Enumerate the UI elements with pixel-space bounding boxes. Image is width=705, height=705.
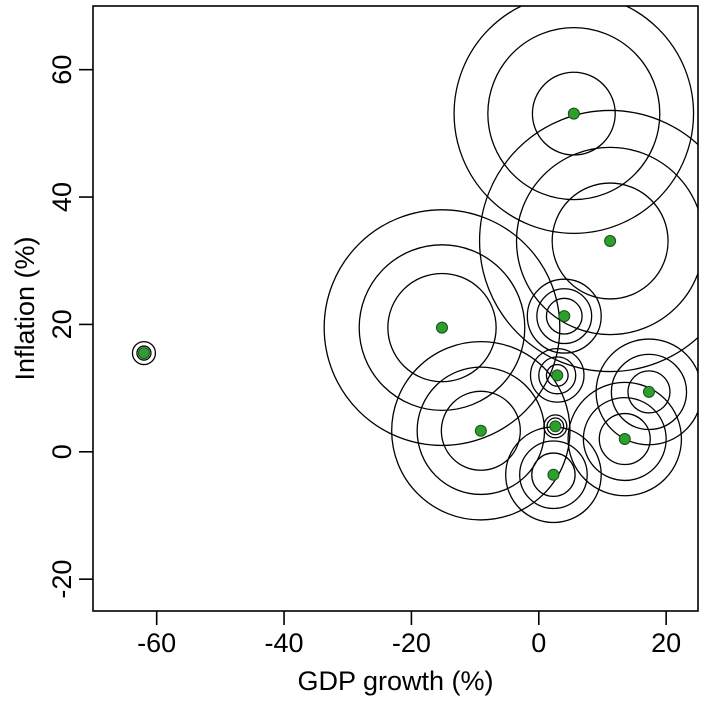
ring-10-0 bbox=[627, 370, 671, 414]
data-point-2 bbox=[474, 424, 487, 437]
points-layer bbox=[137, 107, 655, 481]
ring-7-1 bbox=[487, 27, 661, 201]
data-point-7 bbox=[567, 107, 580, 120]
ring-4-1 bbox=[546, 417, 565, 436]
ring-2-2 bbox=[391, 340, 571, 521]
ring-1-0 bbox=[387, 272, 497, 383]
ring-9-0 bbox=[598, 412, 651, 466]
ring-3-1 bbox=[519, 440, 588, 510]
y-tick-label-0: -20 bbox=[47, 560, 77, 599]
x-tick-label-3: 0 bbox=[531, 628, 546, 658]
ring-6-0 bbox=[545, 297, 583, 335]
x-tick-label-4: 20 bbox=[651, 628, 681, 658]
ring-9-1 bbox=[582, 397, 667, 482]
y-tick-label-2: 20 bbox=[47, 309, 77, 339]
ring-3-0 bbox=[531, 452, 576, 498]
data-point-4 bbox=[549, 420, 562, 433]
y-tick-label-3: 40 bbox=[47, 182, 77, 212]
ring-6-1 bbox=[536, 288, 593, 345]
y-tick-label-1: 0 bbox=[47, 444, 77, 459]
x-axis: -60 -40 -20 0 20 bbox=[137, 611, 681, 658]
rings-layer bbox=[131, 6, 698, 524]
data-point-5 bbox=[551, 369, 564, 382]
data-point-1 bbox=[435, 321, 448, 334]
y-axis-title: Inflation (%) bbox=[10, 236, 40, 380]
ring-8-2 bbox=[478, 109, 698, 373]
ring-1-1 bbox=[358, 244, 526, 412]
ring-0-1 bbox=[131, 340, 157, 366]
x-tick-label-0: -60 bbox=[137, 628, 176, 658]
ring-5-1 bbox=[538, 356, 577, 395]
ring-9-2 bbox=[567, 381, 683, 497]
ring-4-2 bbox=[543, 414, 568, 439]
ring-2-0 bbox=[440, 390, 521, 471]
ring-5-0 bbox=[545, 363, 569, 387]
data-point-9 bbox=[618, 433, 631, 446]
ring-8-0 bbox=[551, 182, 669, 300]
ring-8-1 bbox=[515, 146, 698, 336]
ring-0-0 bbox=[136, 345, 152, 361]
plot-frame bbox=[92, 5, 699, 612]
x-tick-label-2: -20 bbox=[392, 628, 431, 658]
y-axis: -20 0 20 40 60 bbox=[47, 55, 93, 599]
data-point-6 bbox=[558, 310, 571, 323]
data-point-3 bbox=[547, 468, 560, 481]
data-point-10 bbox=[642, 385, 655, 398]
x-axis-title: GDP growth (%) bbox=[297, 666, 493, 696]
ring-1-2 bbox=[323, 209, 561, 447]
ring-6-2 bbox=[526, 278, 602, 354]
x-tick-label-1: -40 bbox=[265, 628, 304, 658]
y-tick-label-4: 60 bbox=[47, 55, 77, 85]
ring-10-1 bbox=[610, 353, 688, 431]
ring-10-2 bbox=[595, 338, 698, 446]
data-point-0 bbox=[137, 347, 150, 360]
ring-5-2 bbox=[529, 347, 585, 403]
data-point-8 bbox=[604, 234, 617, 247]
ring-7-2 bbox=[453, 6, 695, 234]
